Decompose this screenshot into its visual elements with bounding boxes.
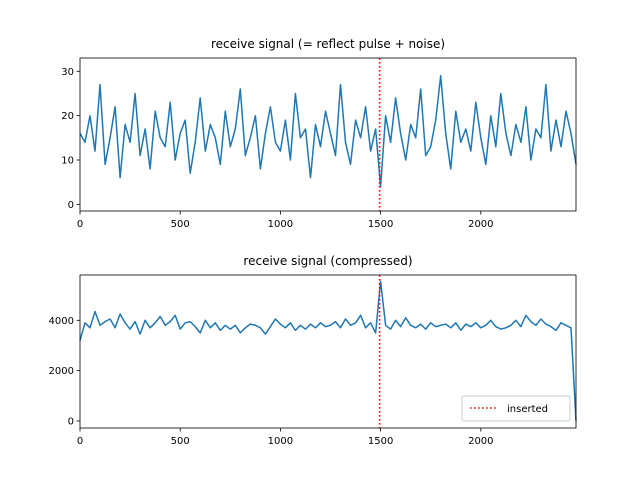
- bottom-y-tick-label: 4000: [49, 316, 74, 327]
- legend-box: [461, 395, 571, 422]
- top-chart-axes: 0 500 1000 1500 2000 0 10 20 30: [61, 67, 493, 230]
- bottom-y-tick-label: 2000: [49, 366, 74, 377]
- top-y-tick-label: 0: [68, 200, 74, 211]
- top-x-tick-label: 1000: [268, 219, 293, 230]
- bottom-x-tick-label: 1500: [368, 436, 393, 447]
- bottom-y-tick-label: 0: [68, 416, 74, 427]
- top-chart-frame: [79, 57, 577, 212]
- bottom-x-tick-label: 500: [171, 436, 190, 447]
- top-x-tick-label: 500: [171, 219, 190, 230]
- legend: inserted: [461, 395, 571, 422]
- top-y-tick-label: 30: [61, 67, 74, 78]
- top-x-tick-label: 0: [77, 219, 83, 230]
- bottom-compressed-series: [79, 280, 577, 422]
- bottom-chart-title: receive signal (compressed): [243, 254, 412, 268]
- legend-label-inserted: inserted: [507, 404, 548, 415]
- bottom-x-tick-label: 2000: [468, 436, 493, 447]
- bottom-x-tick-label: 1000: [268, 436, 293, 447]
- bottom-x-tick-label: 0: [77, 436, 83, 447]
- bottom-chart: receive signal (compressed) 0 500 1000 1500…: [49, 254, 577, 447]
- bottom-chart-frame: [79, 274, 577, 429]
- top-x-tick-label: 2000: [468, 219, 493, 230]
- top-x-tick-label: 1500: [368, 219, 393, 230]
- top-series-line-0: [79, 74, 577, 188]
- top-y-tick-label: 20: [61, 111, 74, 122]
- top-chart: receive signal (= reflect pulse + noise)…: [61, 37, 577, 230]
- top-y-tick-label: 10: [61, 156, 74, 167]
- top-signal-series: [79, 74, 577, 188]
- bottom-chart-axes: 0 500 1000 1500 2000 0 2000 4000: [49, 316, 494, 447]
- top-chart-title: receive signal (= reflect pulse + noise): [211, 37, 445, 51]
- bottom-series-line-0: [79, 280, 577, 422]
